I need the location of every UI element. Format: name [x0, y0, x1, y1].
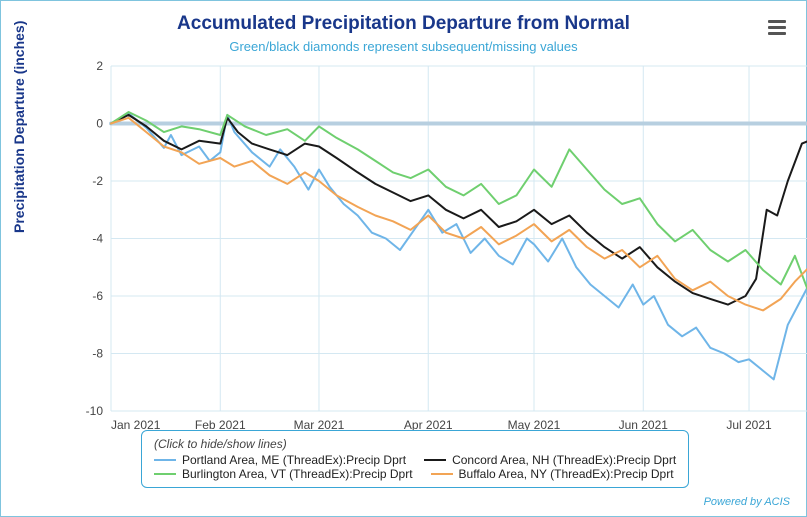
svg-text:-10: -10	[86, 404, 104, 418]
legend-label: Concord Area, NH (ThreadEx):Precip Dprt	[452, 453, 676, 467]
legend-swatch	[431, 473, 453, 475]
legend-label: Buffalo Area, NY (ThreadEx):Precip Dprt	[459, 467, 674, 481]
chart-subtitle: Green/black diamonds represent subsequen…	[1, 39, 806, 54]
y-axis-label: Precipitation Departure (inches)	[11, 21, 27, 233]
plot-area: Jan 2021Feb 2021Mar 2021Apr 2021May 2021…	[71, 61, 776, 406]
credit-link[interactable]: Powered by ACIS	[704, 496, 790, 508]
legend-item[interactable]: Portland Area, ME (ThreadEx):Precip Dprt	[154, 453, 406, 467]
legend-item[interactable]: Buffalo Area, NY (ThreadEx):Precip Dprt	[431, 467, 674, 481]
legend-label: Burlington Area, VT (ThreadEx):Precip Dp…	[182, 467, 413, 481]
svg-text:-4: -4	[92, 232, 103, 246]
svg-text:Jul 2021: Jul 2021	[726, 418, 772, 432]
svg-text:2: 2	[96, 61, 103, 73]
legend-swatch	[154, 473, 176, 475]
legend-swatch	[424, 459, 446, 461]
svg-text:0: 0	[96, 117, 103, 131]
svg-text:-6: -6	[92, 289, 103, 303]
menu-icon[interactable]	[768, 17, 786, 38]
legend-item[interactable]: Burlington Area, VT (ThreadEx):Precip Dp…	[154, 467, 413, 481]
chart-title: Accumulated Precipitation Departure from…	[1, 13, 806, 35]
legend: (Click to hide/show lines) Portland Area…	[141, 430, 689, 488]
svg-text:-8: -8	[92, 347, 103, 361]
legend-swatch	[154, 459, 176, 461]
legend-hint: (Click to hide/show lines)	[154, 437, 676, 451]
legend-label: Portland Area, ME (ThreadEx):Precip Dprt	[182, 453, 406, 467]
chart-frame: Accumulated Precipitation Departure from…	[0, 0, 807, 517]
legend-item[interactable]: Concord Area, NH (ThreadEx):Precip Dprt	[424, 453, 676, 467]
svg-text:-2: -2	[92, 174, 103, 188]
